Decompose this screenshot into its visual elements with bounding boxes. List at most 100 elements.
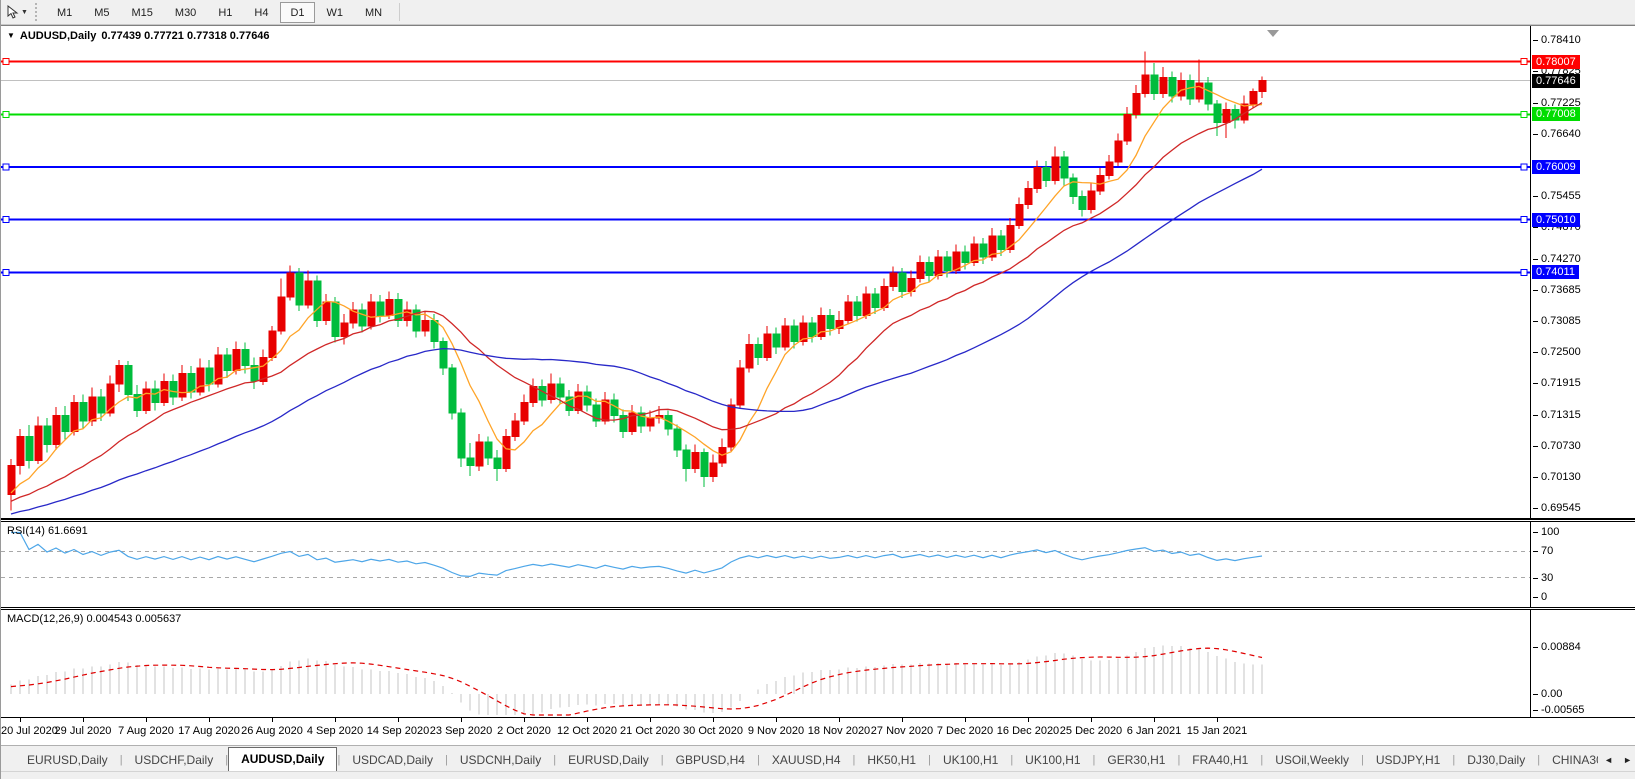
price-tick-label: 0.71915 <box>1533 377 1581 389</box>
timeframe-button-m1[interactable]: M1 <box>47 2 82 23</box>
time-tick-label: 2 Oct 2020 <box>497 725 551 737</box>
macd-plot[interactable]: MACD(12,26,9) 0.004543 0.005637 <box>1 610 1531 717</box>
price-level-badge: 0.77008 <box>1532 107 1580 121</box>
time-tick <box>83 718 84 722</box>
tab-scroll-right-icon[interactable]: ► <box>1623 755 1632 765</box>
time-tick-label: 7 Dec 2020 <box>936 725 994 737</box>
time-tick-label: 20 Jul 2020 <box>1 725 58 737</box>
chart-tab-dj30-daily[interactable]: DJ30,Daily <box>1467 753 1526 767</box>
chart-tab-uk100-h1[interactable]: UK100,H1 <box>942 753 999 767</box>
scroll-to-end-marker <box>1267 30 1279 37</box>
tab-separator: | <box>1452 754 1456 766</box>
tab-scroll-left-icon[interactable]: ◄ <box>1604 755 1614 765</box>
time-tick <box>272 718 273 722</box>
price-tick-label: 0.76640 <box>1533 128 1581 140</box>
macd-label: MACD(12,26,9) 0.004543 0.005637 <box>7 613 182 625</box>
panel-splitter-rsi[interactable] <box>1 519 1635 522</box>
tab-separator: | <box>852 754 856 766</box>
price-tick-label: 0.72500 <box>1533 346 1581 358</box>
chart-tab-xauusd-h4[interactable]: XAUUSD,H4 <box>771 753 841 767</box>
price-tick-label: 0.75455 <box>1533 190 1581 202</box>
time-tick <box>524 718 525 722</box>
tab-separator: | <box>445 754 448 766</box>
bottom-strip <box>1 771 1635 779</box>
rsi-value: 61.6691 <box>47 525 88 537</box>
main-chart-panel: ▼ AUDUSD,Daily 0.77439 0.77721 0.77318 0… <box>1 25 1635 519</box>
time-tick <box>776 718 777 722</box>
price-scale: 0.78410 0.77825 0.77225 0.76640 0.75455 0.748… <box>1531 26 1635 518</box>
timeframe-button-h4[interactable]: H4 <box>244 2 278 23</box>
chart-tab-eurusd-daily[interactable]: EURUSD,Daily <box>27 753 108 767</box>
rsi-tick-label: 30 <box>1532 572 1554 584</box>
chart-symbol-label: AUDUSD,Daily <box>19 30 97 42</box>
timeframe-button-m5[interactable]: M5 <box>84 2 119 23</box>
price-tick-label: 0.74270 <box>1533 253 1581 265</box>
price-level-badge: 0.74011 <box>1532 265 1579 279</box>
time-tick-label: 21 Oct 2020 <box>620 725 680 737</box>
chart-tab-hk50-h1[interactable]: HK50,H1 <box>867 753 917 767</box>
rsi-panel: RSI(14) 61.6691 100 70 30 0 <box>1 522 1635 607</box>
cursor-tool-button[interactable]: ▼ <box>3 1 31 23</box>
timeframe-button-mn[interactable]: MN <box>355 2 392 23</box>
time-tick <box>335 718 336 722</box>
chart-tabs-bar: EURUSD,Daily | USDCHF,Daily | AUDUSD,Daily | U… <box>1 745 1635 771</box>
chart-tab-eurusd-daily[interactable]: EURUSD,Daily <box>568 753 649 767</box>
chart-tab-ger30-h1[interactable]: GER30,H1 <box>1107 753 1166 767</box>
chart-ohlc-values: 0.77439 0.77721 0.77318 0.77646 <box>101 30 270 42</box>
chart-tab-usdcad-daily[interactable]: USDCAD,Daily <box>352 753 433 767</box>
time-tick-label: 26 Aug 2020 <box>241 725 303 737</box>
timeframe-button-w1[interactable]: W1 <box>317 2 354 23</box>
timeframe-button-h1[interactable]: H1 <box>208 2 242 23</box>
time-tick <box>146 718 147 722</box>
rsi-label: RSI(14) 61.6691 <box>7 525 88 537</box>
time-tick-label: 23 Sep 2020 <box>429 725 493 737</box>
tab-scroll-arrows: ◄ ► <box>1598 754 1632 766</box>
timeframe-button-m30[interactable]: M30 <box>165 2 206 23</box>
time-tick-label: 14 Sep 2020 <box>366 725 430 737</box>
timeframe-button-d1[interactable]: D1 <box>280 1 315 23</box>
chart-title-triangle-icon: ▼ <box>7 31 15 40</box>
timeframe-button-m15[interactable]: M15 <box>122 2 163 23</box>
top-toolbar: ▼ M1 M5 M15 M30 H1 H4 D1 W1 MN <box>1 0 1635 25</box>
chart-tab-uk100-h1[interactable]: UK100,H1 <box>1025 753 1081 767</box>
time-tick <box>650 718 651 722</box>
tab-separator: | <box>756 754 760 766</box>
time-tick-label: 29 Jul 2020 <box>54 725 112 737</box>
price-chart-plot[interactable]: ▼ AUDUSD,Daily 0.77439 0.77721 0.77318 0… <box>1 26 1531 518</box>
time-axis: 20 Jul 2020 29 Jul 2020 7 Aug 2020 17 Aug 2… <box>1 718 1635 745</box>
price-tick-label: 0.70130 <box>1533 471 1581 483</box>
price-tick-label: 0.73085 <box>1533 315 1581 327</box>
price-tick-label: 0.70730 <box>1533 440 1581 452</box>
rsi-tick-label: 0 <box>1532 591 1548 603</box>
toolbar-grip[interactable] <box>34 3 40 21</box>
price-tick-label: 0.78410 <box>1533 34 1581 46</box>
time-tick-label: 6 Jan 2021 <box>1126 725 1182 737</box>
chart-tab-gbpusd-h4[interactable]: GBPUSD,H4 <box>675 753 745 767</box>
time-tick <box>713 718 714 722</box>
chart-tab-audusd-daily[interactable]: AUDUSD,Daily <box>228 747 338 771</box>
chart-tab-usdchf-daily[interactable]: USDCHF,Daily <box>134 753 214 767</box>
tab-separator: | <box>553 754 557 766</box>
rsi-tick-label: 100 <box>1532 526 1560 538</box>
time-tick <box>839 718 840 722</box>
price-tick-label: 0.73685 <box>1533 284 1581 296</box>
rsi-plot[interactable]: RSI(14) 61.6691 <box>1 522 1531 607</box>
time-tick-label: 15 Jan 2021 <box>1186 725 1248 737</box>
chart-tab-fra40-h1[interactable]: FRA40,H1 <box>1192 753 1249 767</box>
price-level-badge: 0.78007 <box>1532 55 1580 69</box>
time-tick <box>1154 718 1155 722</box>
time-tick <box>1217 718 1218 722</box>
tab-separator: | <box>1260 754 1264 766</box>
time-tick <box>20 718 21 722</box>
rsi-scale: 100 70 30 0 <box>1531 522 1635 607</box>
time-tick-label: 12 Oct 2020 <box>557 725 617 737</box>
time-tick-label: 4 Sep 2020 <box>306 725 364 737</box>
chart-tab-usdjpy-h1[interactable]: USDJPY,H1 <box>1375 753 1441 767</box>
timeframe-button-group: M1 M5 M15 M30 H1 H4 D1 W1 MN <box>46 1 393 23</box>
chart-tab-usoil-weekly[interactable]: USOil,Weekly <box>1275 753 1349 767</box>
price-level-badge: 0.76009 <box>1532 160 1580 174</box>
price-tick-label: 0.77225 <box>1533 97 1581 109</box>
chart-tab-usdcnh-daily[interactable]: USDCNH,Daily <box>459 753 542 767</box>
panel-splitter-macd[interactable] <box>1 607 1635 610</box>
